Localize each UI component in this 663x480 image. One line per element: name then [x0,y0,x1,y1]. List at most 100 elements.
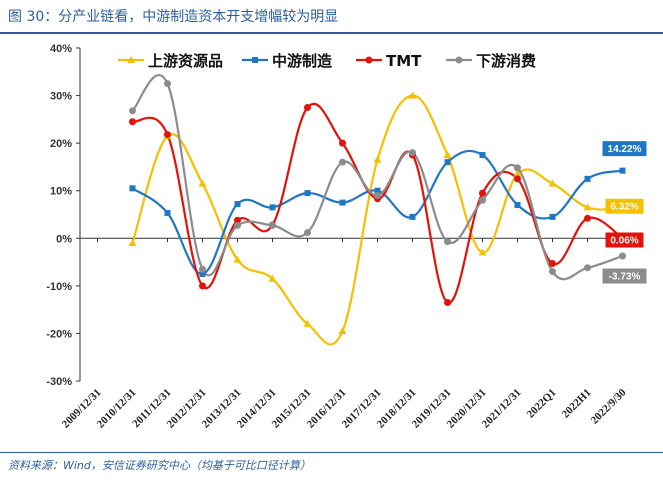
figure-title: 图 30：分产业链看，中游制造资本开支增幅较为明显 [8,9,339,25]
series-1-point [619,167,626,174]
line-chart: -30%-20%-10%0%10%20%30%40%2009/12/312010… [46,43,647,431]
legend-swatch-marker [127,56,135,63]
end-label-text: 14.22% [608,144,642,155]
series-3-point [129,107,136,115]
series-0-point [408,91,417,99]
series-3-point [199,265,206,273]
series-0-line [131,94,623,346]
series-2-point [129,118,136,126]
series-1-point [479,152,486,159]
y-tick-label: 10% [50,186,72,198]
series-3-point [619,252,626,260]
series-2-point [444,299,451,307]
series-3-point [269,221,276,229]
end-label-text: 6.32% [610,202,638,213]
series-3-point [409,149,416,157]
series-1-point [339,199,346,206]
series-2-point [549,259,556,267]
series-3-point [514,164,521,172]
series-1-point [304,190,311,197]
y-tick-label: -20% [46,328,72,340]
series-0-point [338,327,347,335]
series-1-point [444,159,451,166]
series-2-point [584,214,591,222]
legend-item-2: TMT [356,52,422,70]
title-divider [0,32,663,34]
end-label-text: -3.73% [609,272,641,283]
series-2-point [514,175,521,183]
series-2-point [164,131,171,139]
series-3-point [479,196,486,204]
source-divider [0,452,663,453]
series-2-point [304,103,311,111]
series-2-point [339,139,346,147]
series-3-point [339,158,346,166]
series-1-line [131,149,623,276]
x-tick-label: 2022/9/30 [589,386,629,426]
end-label-1: 14.22% [602,141,647,157]
legend-item-3: 下游消费 [446,52,536,70]
legend-item-0: 上游资源品 [118,52,223,70]
legend-swatch-marker [365,56,373,64]
series-0-point [128,239,137,247]
series-1-point [234,201,241,208]
series-0-point [583,203,592,211]
series-0-point [478,248,487,256]
end-label-box [605,198,644,214]
chart-end-labels: 6.32% 14.22% 0.06% -3.73% [602,141,647,284]
legend-swatch-marker [252,57,258,63]
end-label-3: -3.73% [602,268,647,284]
legend-item-1: 中游制造 [242,52,332,70]
series-0-point [548,179,557,187]
y-tick-label: 40% [50,43,72,55]
y-tick-label: 0% [56,233,72,245]
y-tick-label: -30% [46,376,72,388]
legend-label: TMT [386,52,422,70]
series-1-point [199,270,206,277]
series-0-point [233,255,242,263]
series-1-point [584,175,591,182]
series-1-point [549,213,556,220]
legend-label: 中游制造 [272,52,332,70]
series-1-point [409,213,416,220]
chart-series-lines [131,74,624,346]
series-3-point [234,221,241,229]
series-0-point [373,155,382,163]
end-label-0: 6.32% [605,198,644,214]
end-label-box [602,268,647,284]
end-label-text: 0.06% [610,236,638,247]
series-0-point [268,274,277,282]
series-1-point [514,201,521,208]
end-label-box [602,141,647,157]
chart-markers [128,80,627,335]
series-0-point [513,170,522,178]
series-2-point [234,216,241,224]
series-0-point [443,151,452,159]
series-3-point [549,268,556,276]
series-3-point [304,229,311,237]
source-note: 资料来源：Wind，安信证券研究中心（均基于可比口径计算） [8,459,311,472]
series-3-line [131,74,623,281]
end-label-2: 0.06% [605,232,644,248]
y-tick-label: 30% [50,91,72,103]
series-3-point [164,80,171,88]
series-1-point [374,187,381,194]
legend-swatch-marker [455,56,463,64]
x-tick-label: 2022Q1 [525,387,559,421]
chart-legend: 上游资源品 中游制造 TMT 下游消费 [118,52,536,70]
legend-label: 上游资源品 [148,52,223,70]
series-1-point [269,204,276,211]
series-3-point [444,238,451,246]
series-1-point [164,210,171,217]
x-tick-label: 2022H1 [560,387,594,421]
series-1-point [129,185,136,192]
series-0-point [303,319,312,327]
y-tick-label: 20% [50,138,72,150]
series-0-point [198,179,207,187]
series-3-point [584,264,591,272]
y-tick-label: -10% [46,281,72,293]
series-2-point [479,189,486,197]
series-3-point [374,191,381,199]
series-2-point [199,282,206,290]
legend-label: 下游消费 [476,52,536,70]
